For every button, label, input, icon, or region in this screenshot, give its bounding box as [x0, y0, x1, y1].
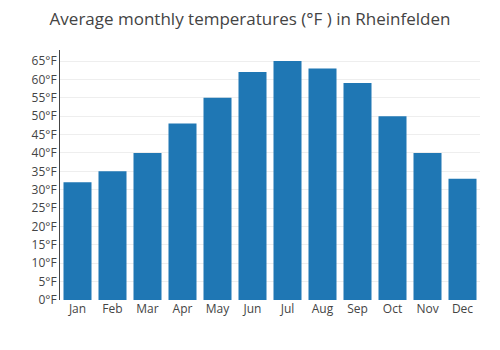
svg-text:20°F: 20°F [32, 218, 57, 235]
svg-text:May: May [206, 300, 230, 317]
svg-text:10°F: 10°F [32, 254, 57, 271]
svg-text:60°F: 60°F [32, 71, 57, 88]
svg-text:Dec: Dec [452, 300, 473, 317]
svg-text:Jul: Jul [280, 300, 295, 317]
svg-text:5°F: 5°F [38, 273, 56, 290]
svg-text:50°F: 50°F [32, 107, 57, 124]
svg-text:Nov: Nov [416, 300, 438, 317]
svg-text:40°F: 40°F [32, 144, 57, 161]
svg-text:Aug: Aug [312, 300, 334, 317]
svg-text:0°F: 0°F [38, 291, 56, 308]
svg-text:Jan: Jan [68, 300, 86, 317]
svg-text:Sep: Sep [347, 300, 368, 317]
svg-text:65°F: 65°F [32, 52, 57, 69]
svg-text:Jun: Jun [243, 300, 262, 317]
svg-text:25°F: 25°F [32, 199, 57, 216]
svg-text:55°F: 55°F [32, 89, 57, 106]
svg-text:45°F: 45°F [32, 126, 57, 143]
svg-text:Oct: Oct [383, 300, 402, 317]
svg-text:Apr: Apr [173, 300, 193, 317]
svg-text:30°F: 30°F [32, 181, 57, 198]
svg-text:Average monthly temperatures (: Average monthly temperatures (°F ) in Rh… [50, 7, 451, 30]
svg-text:Feb: Feb [102, 300, 122, 317]
svg-text:Mar: Mar [136, 300, 158, 317]
svg-text:35°F: 35°F [32, 163, 57, 180]
svg-text:15°F: 15°F [32, 236, 57, 253]
